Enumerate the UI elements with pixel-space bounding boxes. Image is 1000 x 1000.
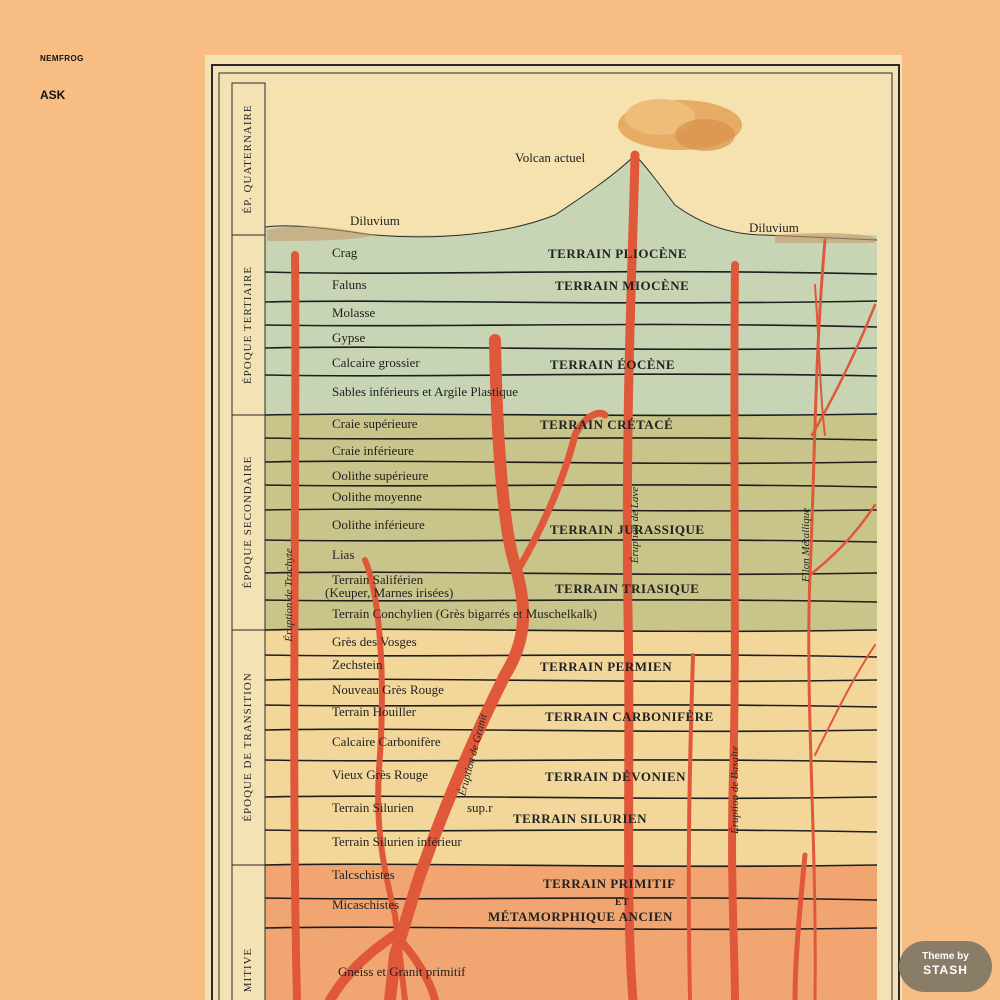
primitive-band xyxy=(265,865,877,1000)
layer-label: (Keuper, Marnes irisées) xyxy=(325,585,454,600)
epoch-column xyxy=(231,82,266,1000)
layer-label: Oolithe moyenne xyxy=(332,489,422,504)
terrain-label: TERRAIN PLIOCÈNE xyxy=(548,246,688,261)
terrain-label: ET xyxy=(615,897,630,908)
theme-by-stash-badge[interactable]: Theme by STASH xyxy=(899,941,992,992)
layer-label: Calcaire Carbonifère xyxy=(332,734,441,749)
post-image-geological-chart[interactable]: ÉP. QUATERNAIRE ÉPOQUE TERTIAIRE ÉPOQUE … xyxy=(205,55,902,1000)
layer-label: Sables inférieurs et Argile Plastique xyxy=(332,384,519,399)
metallic-branch xyxy=(814,644,876,756)
layer-label: Terrain Silurien inférieur xyxy=(332,834,462,849)
layer-label: Terrain Saliférien xyxy=(332,572,424,587)
layer-label: Talcschistes xyxy=(332,867,395,882)
lava-vein xyxy=(622,150,640,1000)
granite-root-left xyxy=(325,930,400,1000)
granite-branch xyxy=(511,409,609,579)
basalt-vein xyxy=(728,261,739,1000)
terrain-label: TERRAIN MIOCÈNE xyxy=(555,278,690,293)
granite-secondary-vein xyxy=(362,557,408,1000)
epoch-label: ÉPOQUE DE TRANSITION xyxy=(242,672,254,822)
lava-veins xyxy=(290,150,877,1000)
outer-frame xyxy=(211,64,900,1000)
layer-label: Oolithe inférieure xyxy=(332,517,425,532)
terrain-label: TERRAIN SILURIEN xyxy=(513,811,648,826)
diluvium-left-label: Diluvium xyxy=(350,213,400,228)
volcano-label: Volcan actuel xyxy=(515,150,586,165)
layer-label: Vieux Grès Rouge xyxy=(332,767,428,782)
layer-label: Craie inférieure xyxy=(332,443,414,458)
layer-label: Crag xyxy=(332,245,358,260)
terrain-label: TERRAIN ÉOCÈNE xyxy=(550,357,676,372)
inner-frame xyxy=(218,72,893,1000)
transition-band xyxy=(265,630,877,865)
strata-boundary-lines xyxy=(264,270,878,931)
stash-brand-text: STASH xyxy=(923,963,968,977)
eruption-basalt-label: Éruption de Basalte xyxy=(729,746,741,834)
layer-label: Faluns xyxy=(332,277,367,292)
eruption-trachyte-label: Éruption de Trachyte xyxy=(283,548,295,642)
metallic-branch xyxy=(808,503,877,577)
layer-label: Craie supérieure xyxy=(332,416,418,431)
layer-label: Oolithe supérieure xyxy=(332,468,429,483)
terrain-label: TERRAIN DÉVONIEN xyxy=(545,769,687,784)
layer-label: Terrain Houiller xyxy=(332,704,416,719)
layer-label: Molasse xyxy=(332,305,376,320)
layer-label: Terrain Silurien xyxy=(332,800,414,815)
nav-ask-link[interactable]: ASK xyxy=(40,88,66,102)
thin-lava-vein xyxy=(686,653,695,1000)
trachyte-vein xyxy=(290,251,301,1000)
layer-label: sup.r xyxy=(467,800,493,815)
terrain-label: TERRAIN PRIMITIF xyxy=(543,876,676,891)
epoch-label: ÉPOQUE TERTIAIRE xyxy=(242,265,254,385)
granite-vein xyxy=(384,334,530,1000)
epoch-label: MITIVE xyxy=(242,947,254,993)
layer-label: Gypse xyxy=(332,330,366,345)
terrain-label: TERRAIN CRÉTACÉ xyxy=(540,417,674,432)
diluvium-right-deposit xyxy=(775,233,875,243)
granite-root-right xyxy=(391,931,439,1000)
theme-by-text: Theme by xyxy=(922,951,969,962)
metallic-branch xyxy=(814,284,826,436)
layer-label: Grès des Vosges xyxy=(332,634,417,649)
layer-label: Calcaire grossier xyxy=(332,355,420,370)
metallic-vein-label: Filon Métallique xyxy=(800,507,812,583)
layer-label: Micaschistes xyxy=(332,897,400,912)
terrain-label: TERRAIN CARBONIFÈRE xyxy=(545,709,714,724)
metallic-root xyxy=(792,852,808,1000)
layer-label: Zechstein xyxy=(332,657,383,672)
eruption-lava-label: Éruption de Lave xyxy=(629,486,641,564)
terrain-label: MÉTAMORPHIQUE ANCIEN xyxy=(488,909,673,924)
volcano-smoke-plume xyxy=(618,99,742,151)
epoch-label: ÉPOQUE SECONDAIRE xyxy=(242,455,254,589)
terrain-label: TERRAIN PERMIEN xyxy=(540,659,673,674)
blog-title-link[interactable]: NEMFROG xyxy=(40,54,84,63)
geological-section-illustration xyxy=(205,55,902,1000)
epoch-label: ÉP. QUATERNAIRE xyxy=(242,104,254,214)
diluvium-left-deposit xyxy=(267,226,375,241)
layer-label: Nouveau Grès Rouge xyxy=(332,682,444,697)
layer-label: Terrain Conchylien (Grès bigarrés et Mus… xyxy=(332,606,598,621)
layer-label: Lias xyxy=(332,547,355,562)
metallic-branch xyxy=(810,303,877,437)
diluvium-right-label: Diluvium xyxy=(749,220,799,235)
layer-label: Gneiss et Granit primitif xyxy=(338,964,466,979)
terrain-label: TERRAIN JURASSIQUE xyxy=(550,522,705,537)
terrain-label: TERRAIN TRIASIQUE xyxy=(555,581,700,596)
